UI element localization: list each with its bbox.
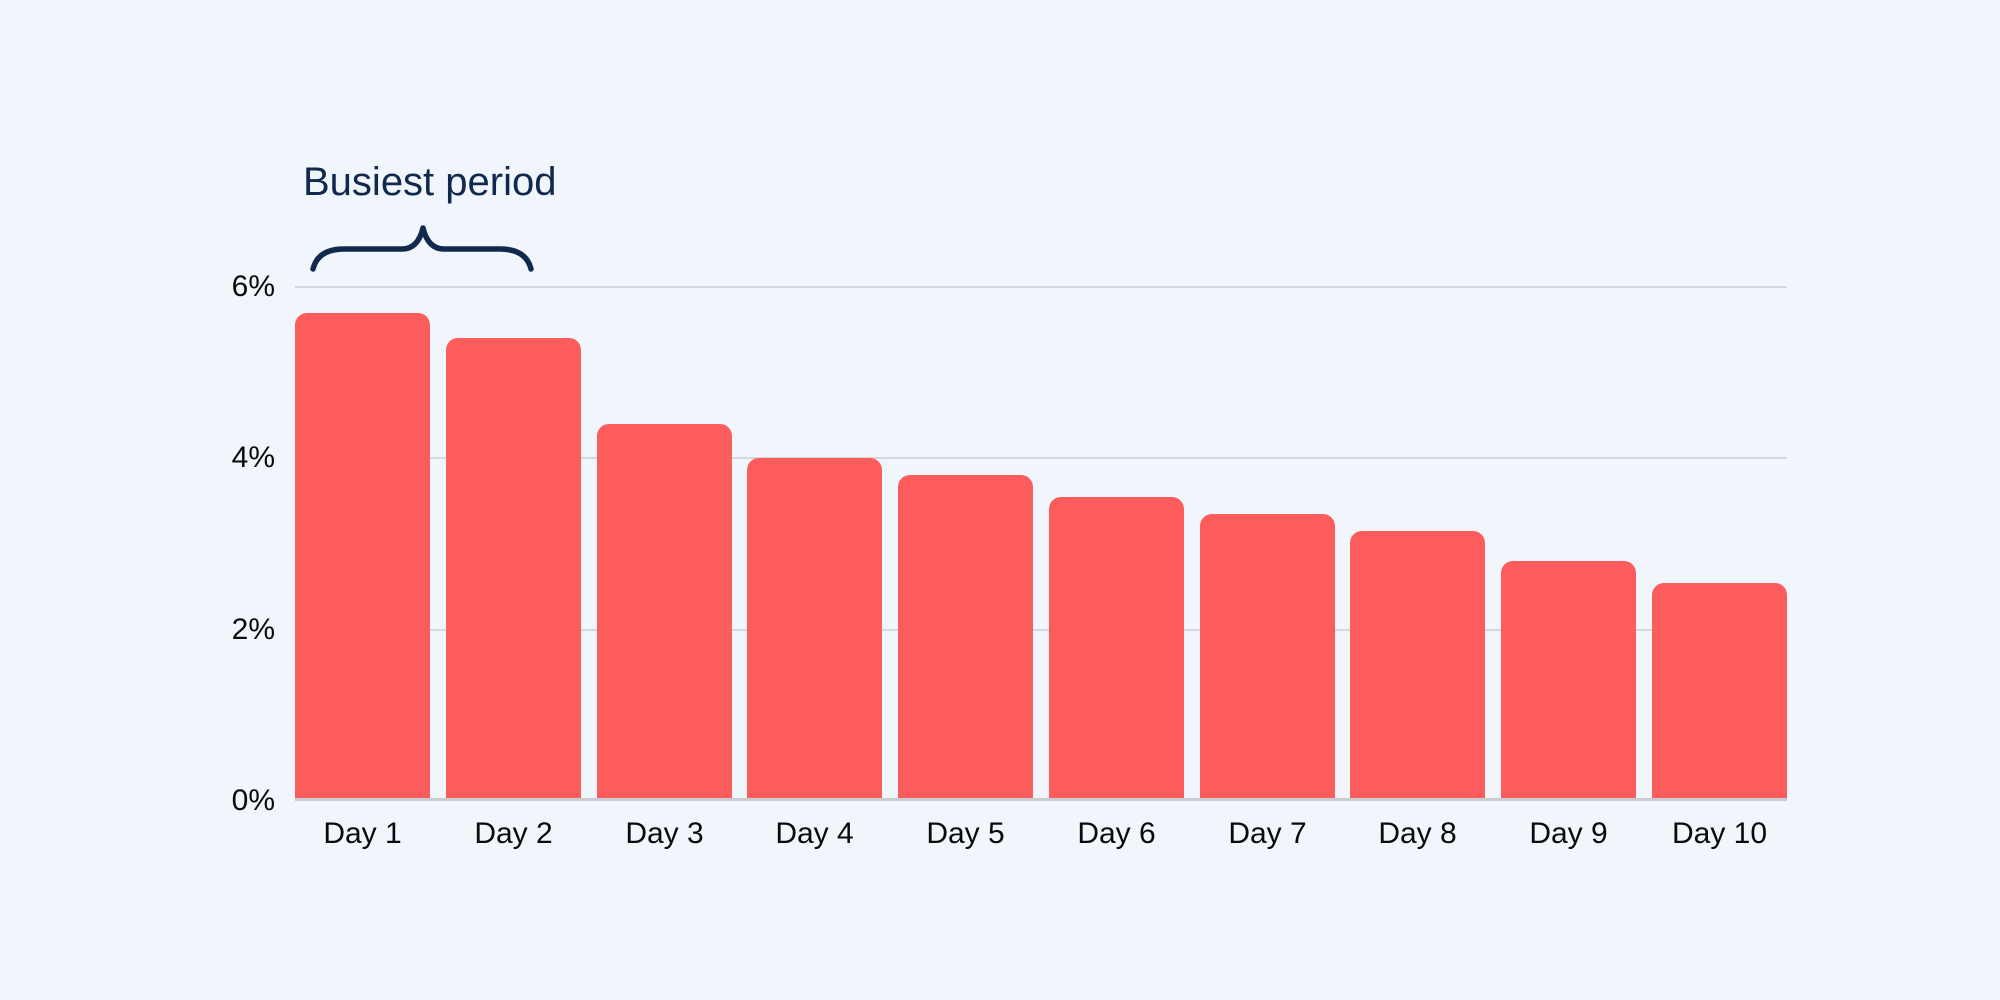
x-axis-line (295, 798, 1787, 801)
gridline-4- (295, 457, 1787, 459)
bar-day-3 (597, 424, 732, 801)
y-tick-label-6-: 6% (231, 270, 275, 303)
curly-brace-icon (310, 225, 534, 272)
bar-day-5 (898, 475, 1033, 801)
x-tick-label-day-3: Day 3 (625, 817, 704, 850)
gridline-2- (295, 629, 1787, 631)
annotation-label: Busiest period (303, 160, 557, 204)
bar-day-7 (1200, 514, 1335, 801)
x-tick-label-day-6: Day 6 (1077, 817, 1156, 850)
x-tick-label-day-2: Day 2 (474, 817, 553, 850)
bar-day-10 (1652, 583, 1787, 801)
x-tick-label-day-10: Day 10 (1671, 817, 1768, 850)
x-tick-label-day-8: Day 8 (1378, 817, 1457, 850)
plot-area: 0% 2% 4% 6% Day 1 Day 2 Day 3 Day 4 Day 5 Day 6 Da… (232, 270, 1787, 850)
x-tick-label-day-4: Day 4 (775, 817, 854, 850)
bar-day-4 (747, 458, 882, 801)
bar-day-1 (295, 313, 430, 801)
bar-day-2 (446, 338, 581, 801)
bar-day-9 (1501, 561, 1636, 801)
y-tick-label-0-: 0% (231, 784, 275, 817)
x-tick-label-day-1: Day 1 (323, 817, 402, 850)
y-tick-label-4-: 4% (231, 441, 275, 474)
x-tick-label-day-7: Day 7 (1228, 817, 1307, 850)
y-tick-label-2-: 2% (231, 613, 275, 646)
x-tick-label-day-9: Day 9 (1529, 817, 1608, 850)
bar-day-6 (1049, 497, 1184, 801)
gridline-6- (295, 286, 1787, 288)
x-tick-label-day-5: Day 5 (926, 817, 1005, 850)
bar-day-8 (1350, 531, 1485, 801)
